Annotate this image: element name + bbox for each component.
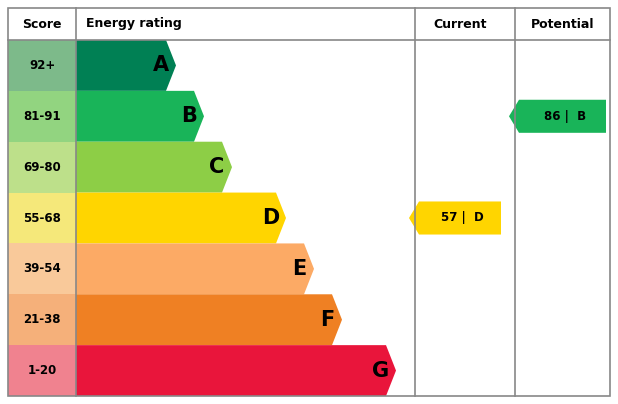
- Text: 92+: 92+: [29, 59, 55, 72]
- Text: Current: Current: [433, 17, 487, 30]
- Text: Potential: Potential: [531, 17, 595, 30]
- Text: B: B: [181, 106, 197, 126]
- Polygon shape: [76, 294, 342, 345]
- Bar: [8, 345, 76, 396]
- Polygon shape: [76, 345, 396, 396]
- Text: 69-80: 69-80: [23, 161, 61, 174]
- Bar: [8, 244, 76, 294]
- Bar: [8, 142, 76, 193]
- Text: 81-91: 81-91: [23, 110, 61, 123]
- Text: 55-68: 55-68: [23, 212, 61, 225]
- Polygon shape: [76, 142, 232, 193]
- Text: A: A: [153, 55, 169, 76]
- Polygon shape: [76, 91, 204, 142]
- Text: C: C: [210, 157, 224, 177]
- Text: 57 |  D: 57 | D: [441, 212, 484, 225]
- Text: Energy rating: Energy rating: [86, 17, 182, 30]
- Text: Score: Score: [22, 17, 62, 30]
- Text: F: F: [320, 310, 334, 330]
- Text: 21-38: 21-38: [23, 313, 61, 326]
- Polygon shape: [409, 202, 501, 235]
- Text: 86 |  B: 86 | B: [544, 110, 586, 123]
- Text: G: G: [373, 361, 389, 381]
- Bar: [8, 193, 76, 244]
- Bar: [8, 40, 76, 91]
- Polygon shape: [76, 244, 314, 294]
- Text: D: D: [263, 208, 279, 228]
- Polygon shape: [509, 100, 606, 133]
- Text: 39-54: 39-54: [23, 262, 61, 276]
- Text: E: E: [292, 259, 306, 279]
- Polygon shape: [76, 40, 176, 91]
- Text: 1-20: 1-20: [27, 364, 57, 377]
- Bar: [8, 91, 76, 142]
- Bar: [8, 294, 76, 345]
- Polygon shape: [76, 193, 286, 244]
